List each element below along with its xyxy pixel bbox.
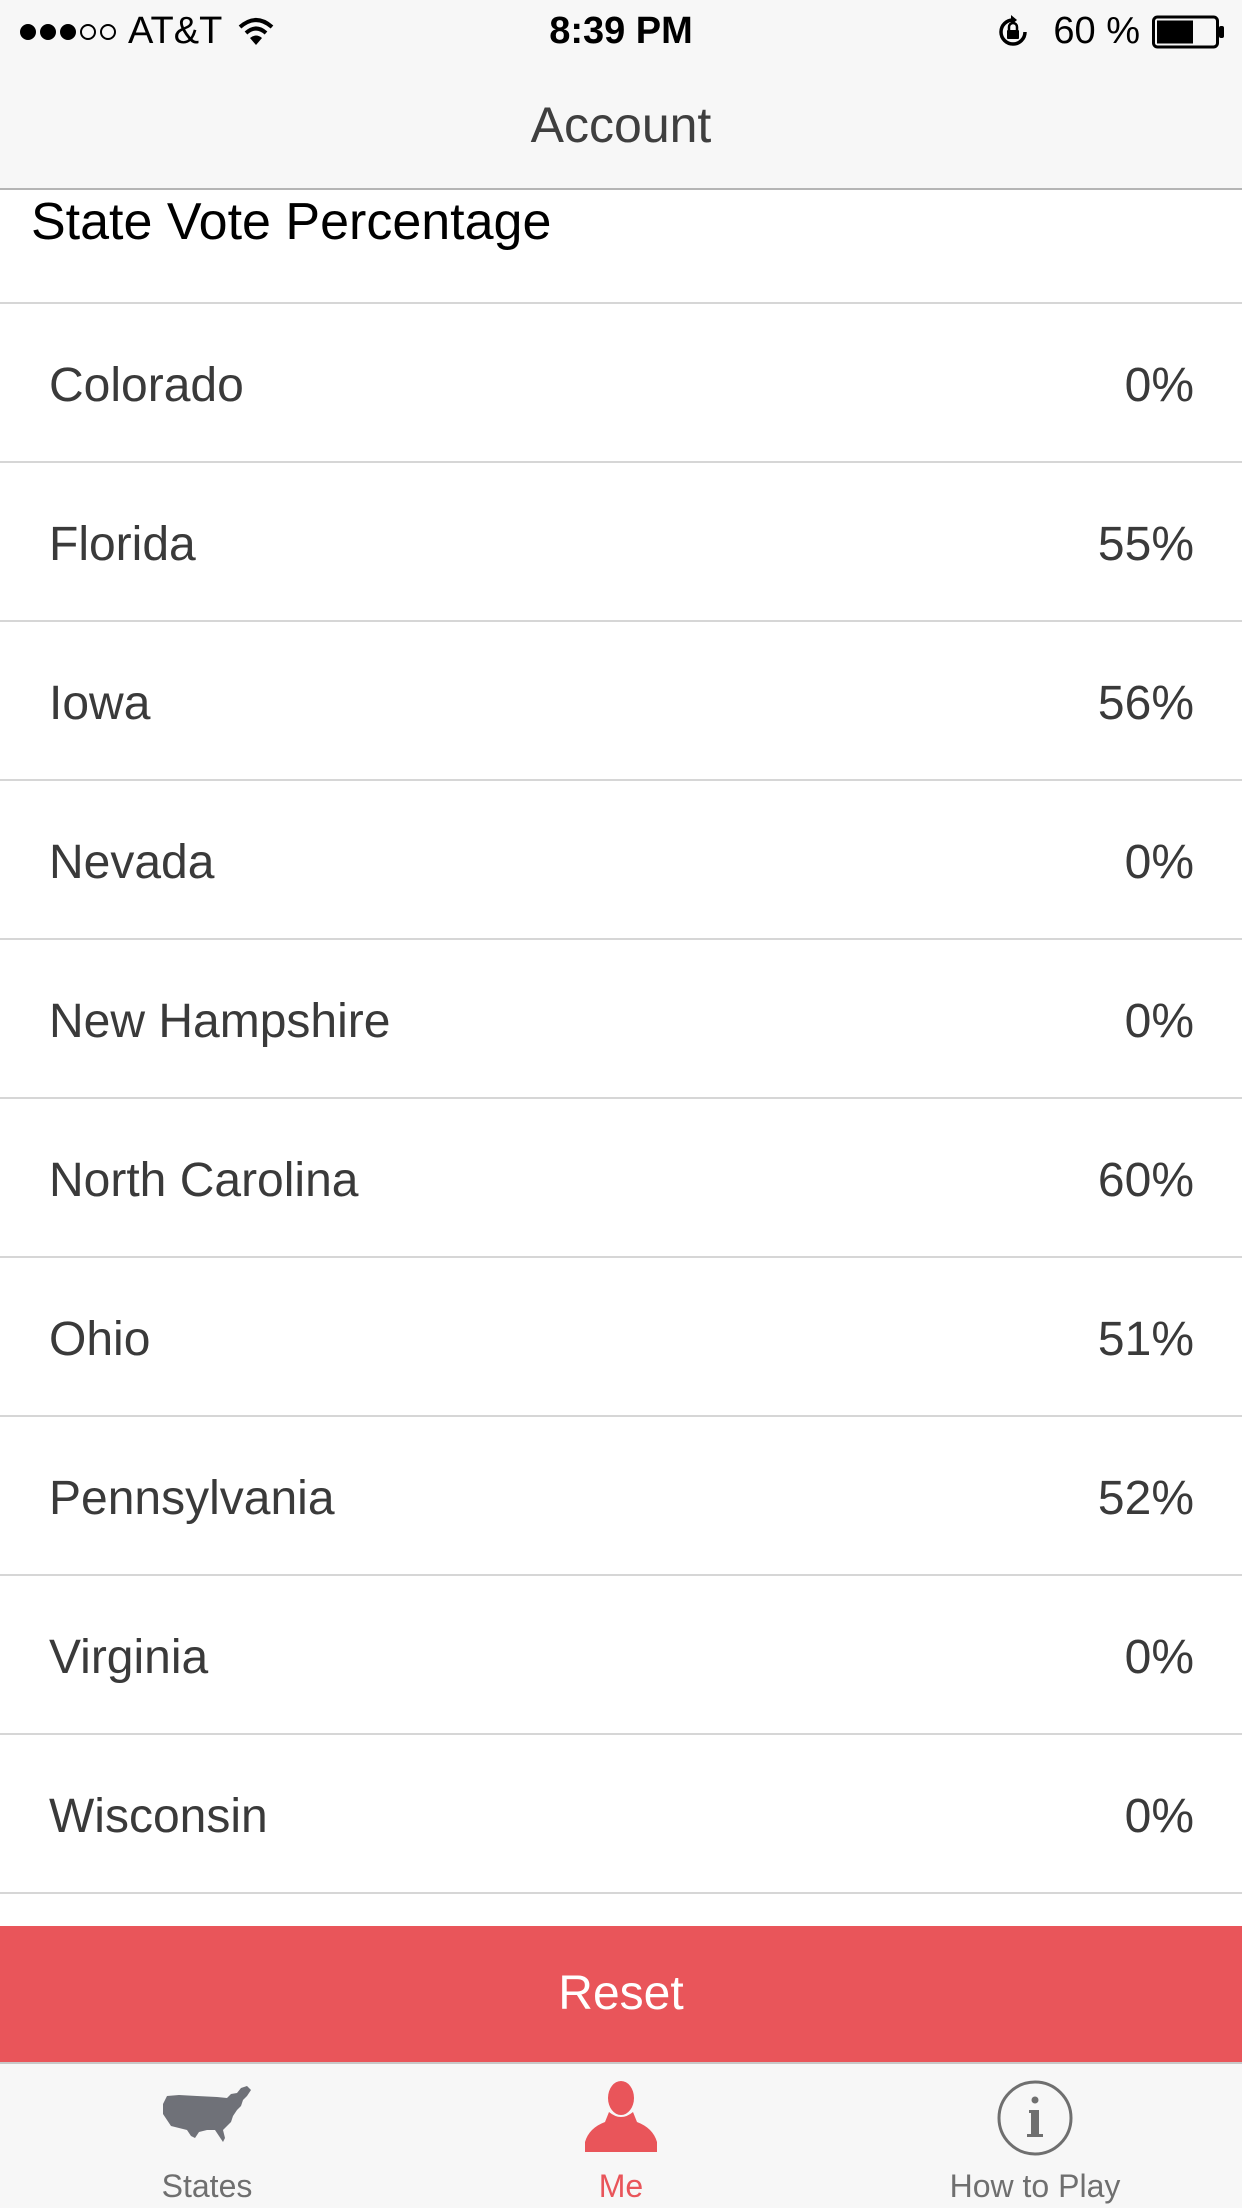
list-item: Pennsylvania 52% xyxy=(0,1417,1242,1576)
state-name: New Hampshire xyxy=(49,995,391,1048)
wifi-icon xyxy=(238,17,274,45)
vote-percentage: 55% xyxy=(1097,518,1194,571)
signal-strength-icon xyxy=(20,23,116,40)
navigation-bar: Account xyxy=(0,60,1242,190)
state-vote-list: State Vote Percentage Colorado 0% Florid… xyxy=(0,192,1242,1894)
section-header: State Vote Percentage xyxy=(0,192,1242,304)
state-name: Iowa xyxy=(49,677,151,730)
state-name: North Carolina xyxy=(49,1154,359,1207)
state-name: Virginia xyxy=(49,1631,209,1684)
tab-states[interactable]: States xyxy=(0,2064,414,2210)
state-name: Colorado xyxy=(49,359,244,412)
list-item: Florida 55% xyxy=(0,463,1242,622)
state-name: Florida xyxy=(49,518,196,571)
battery-icon xyxy=(1152,15,1224,48)
section-title: State Vote Percentage xyxy=(31,193,552,251)
list-item: Virginia 0% xyxy=(0,1576,1242,1735)
signal-dot xyxy=(60,23,76,40)
tab-how-to-play[interactable]: How to Play xyxy=(828,2064,1242,2210)
status-left: AT&T xyxy=(20,10,274,53)
vote-percentage: 0% xyxy=(1124,1790,1194,1843)
signal-dot xyxy=(20,23,36,40)
vote-percentage: 56% xyxy=(1097,677,1194,730)
list-item: Colorado 0% xyxy=(0,304,1242,463)
tab-label: Me xyxy=(598,2168,644,2204)
state-name: Ohio xyxy=(49,1313,151,1366)
vote-percentage: 60% xyxy=(1097,1154,1194,1207)
vote-percentage: 51% xyxy=(1097,1313,1194,1366)
list-item: New Hampshire 0% xyxy=(0,940,1242,1099)
vote-percentage: 52% xyxy=(1097,1472,1194,1525)
signal-dot xyxy=(100,23,116,40)
rotation-lock-icon xyxy=(999,14,1028,46)
info-icon xyxy=(997,2080,1073,2156)
tab-label: How to Play xyxy=(949,2168,1121,2204)
status-bar: AT&T 8:39 PM 60 % xyxy=(0,0,1242,60)
state-name: Nevada xyxy=(49,836,215,889)
battery-percentage: 60 % xyxy=(1053,10,1140,52)
tab-label: States xyxy=(161,2168,253,2204)
vote-percentage: 0% xyxy=(1124,1631,1194,1684)
signal-dot xyxy=(80,23,96,40)
signal-dot xyxy=(40,23,56,40)
state-name: Wisconsin xyxy=(49,1790,268,1843)
tab-me[interactable]: Me xyxy=(414,2064,828,2210)
list-item: North Carolina 60% xyxy=(0,1099,1242,1258)
list-item: Iowa 56% xyxy=(0,622,1242,781)
page-title: Account xyxy=(530,97,712,153)
us-map-icon xyxy=(163,2086,251,2142)
vote-percentage: 0% xyxy=(1124,836,1194,889)
person-icon xyxy=(585,2081,657,2152)
reset-button[interactable]: Reset xyxy=(0,1926,1242,2062)
list-item: Wisconsin 0% xyxy=(0,1735,1242,1894)
state-name: Pennsylvania xyxy=(49,1472,335,1525)
list-item: Nevada 0% xyxy=(0,781,1242,940)
vote-percentage: 0% xyxy=(1124,995,1194,1048)
status-right: 60 % xyxy=(995,10,1226,53)
status-time: 8:39 PM xyxy=(549,10,693,52)
vote-percentage: 0% xyxy=(1124,359,1194,412)
list-item: Ohio 51% xyxy=(0,1258,1242,1417)
carrier-name: AT&T xyxy=(128,10,223,52)
tab-bar: States Me How to Play xyxy=(0,2062,1242,2208)
